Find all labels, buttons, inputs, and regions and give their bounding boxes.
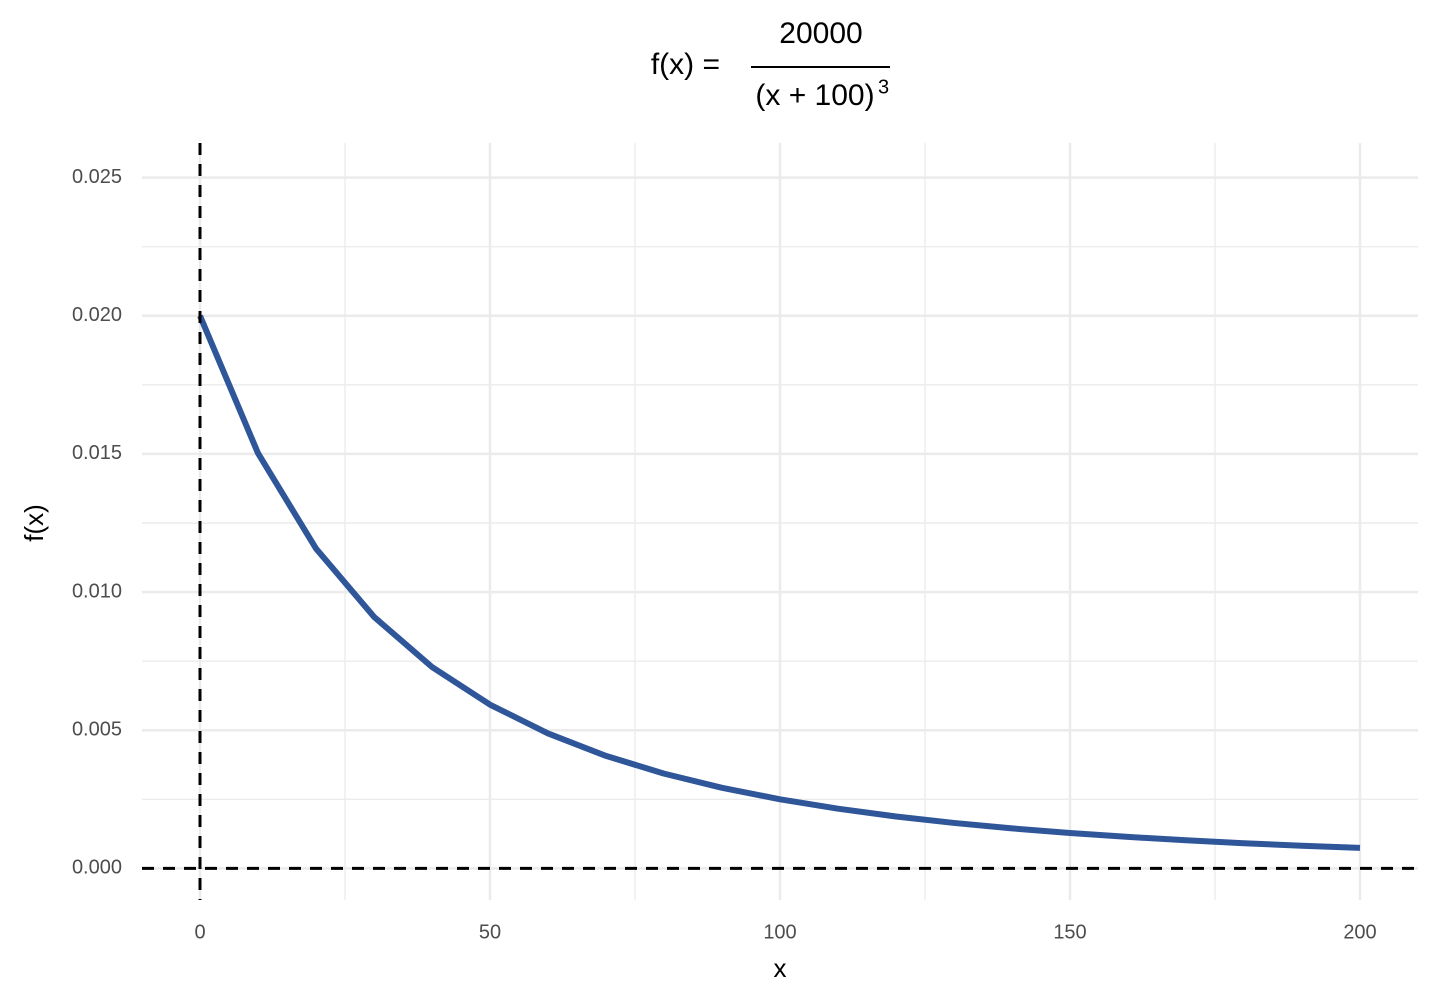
y-tick-label: 0.020	[72, 304, 122, 326]
title-lhs: f(x) =	[651, 48, 720, 81]
title-numerator: 20000	[779, 17, 862, 50]
y-tick-label: 0.015	[72, 442, 122, 464]
x-tick-label: 150	[1053, 921, 1086, 943]
y-tick-label: 0.005	[72, 719, 122, 741]
x-tick-label: 50	[479, 921, 501, 943]
title-exponent: 3	[878, 76, 889, 98]
x-tick-label: 100	[763, 921, 796, 943]
x-tick-label: 0	[194, 921, 205, 943]
line	[197, 314, 1361, 851]
y-tick-label: 0.000	[72, 857, 122, 879]
y-axis-label: f(x)	[19, 504, 49, 542]
x-axis-label: x	[774, 953, 787, 983]
y-tick-label: 0.010	[72, 580, 122, 602]
y-tick-label: 0.025	[72, 166, 122, 188]
x-tick-label: 200	[1343, 921, 1376, 943]
title-denominator: (x + 100)	[755, 79, 874, 112]
